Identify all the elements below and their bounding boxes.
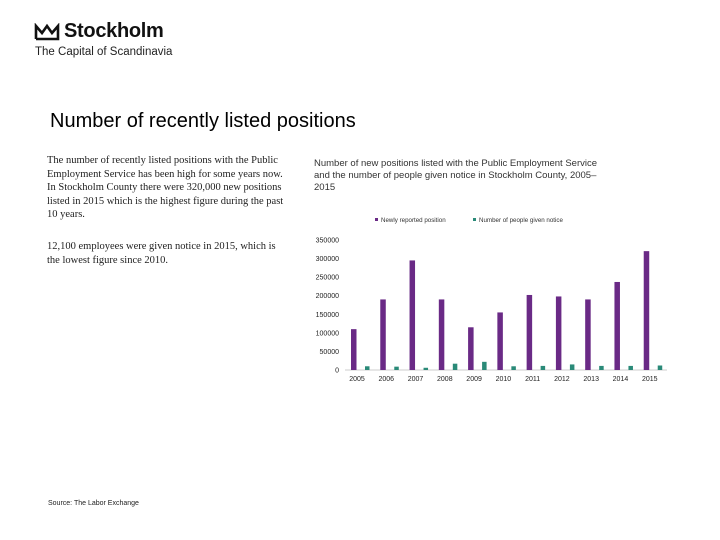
bar-newly-reported bbox=[497, 312, 503, 370]
bar-newly-reported bbox=[351, 329, 357, 370]
bar-newly-reported bbox=[585, 299, 591, 370]
x-tick-label: 2013 bbox=[583, 376, 599, 383]
x-tick-label: 2009 bbox=[466, 376, 482, 383]
bar-newly-reported bbox=[555, 296, 562, 370]
bar-newly-reported bbox=[643, 251, 650, 370]
bar-given-notice bbox=[452, 363, 458, 370]
bar-newly-reported bbox=[409, 260, 416, 370]
x-tick-label: 2012 bbox=[554, 376, 570, 383]
legend-swatch bbox=[375, 218, 378, 221]
bar-newly-reported bbox=[438, 299, 445, 370]
y-tick-label: 50000 bbox=[320, 349, 340, 356]
x-tick-label: 2011 bbox=[525, 376, 540, 383]
page-title: Number of recently listed positions bbox=[50, 110, 356, 132]
bar-given-notice bbox=[482, 361, 487, 370]
bar-given-notice bbox=[540, 365, 546, 370]
body-paragraph-1: The number of recently listed positions … bbox=[47, 155, 284, 220]
bar-chart: Newly reported position Number of people … bbox=[316, 217, 667, 383]
x-tick-label: 2014 bbox=[613, 376, 629, 383]
legend-label: Number of people given notice bbox=[479, 217, 563, 224]
x-tick-label: 2007 bbox=[408, 376, 424, 383]
bar-newly-reported bbox=[526, 294, 533, 370]
x-tick-label: 2008 bbox=[437, 376, 453, 383]
legend-swatch bbox=[473, 218, 476, 221]
bar-given-notice bbox=[599, 365, 604, 370]
bar-given-notice bbox=[394, 366, 399, 370]
x-tick-label: 2010 bbox=[496, 376, 512, 383]
y-tick-label: 0 bbox=[335, 368, 339, 375]
bar-given-notice bbox=[657, 365, 663, 370]
y-tick-label: 250000 bbox=[316, 275, 339, 282]
stockholm-logo: Stockholm The Capital of Scandinavia bbox=[34, 20, 214, 68]
x-tick-label: 2006 bbox=[378, 376, 394, 383]
bar-given-notice bbox=[569, 364, 575, 370]
bar-given-notice bbox=[365, 366, 370, 370]
source-note: Source: The Labor Exchange bbox=[48, 500, 139, 507]
y-tick-label: 300000 bbox=[316, 256, 339, 263]
y-tick-label: 200000 bbox=[316, 293, 339, 300]
crown-icon bbox=[34, 23, 60, 41]
bar-given-notice bbox=[628, 365, 633, 370]
bar-given-notice bbox=[511, 366, 516, 370]
y-tick-label: 350000 bbox=[316, 238, 339, 245]
bar-newly-reported bbox=[614, 281, 620, 370]
bar-newly-reported bbox=[380, 299, 386, 370]
x-tick-label: 2005 bbox=[349, 376, 365, 383]
body-paragraph-2: 12,100 employees were given notice in 20… bbox=[47, 241, 276, 266]
chart-title: Number of new positions listed with the … bbox=[314, 158, 598, 193]
logo-wordmark: Stockholm bbox=[64, 20, 164, 42]
bar-given-notice bbox=[423, 367, 429, 370]
y-tick-label: 150000 bbox=[316, 312, 339, 319]
bar-newly-reported bbox=[468, 327, 474, 370]
legend-label: Newly reported position bbox=[381, 217, 446, 224]
logo-tagline: The Capital of Scandinavia bbox=[35, 46, 173, 58]
x-tick-label: 2015 bbox=[642, 376, 658, 383]
y-tick-label: 100000 bbox=[316, 330, 339, 337]
